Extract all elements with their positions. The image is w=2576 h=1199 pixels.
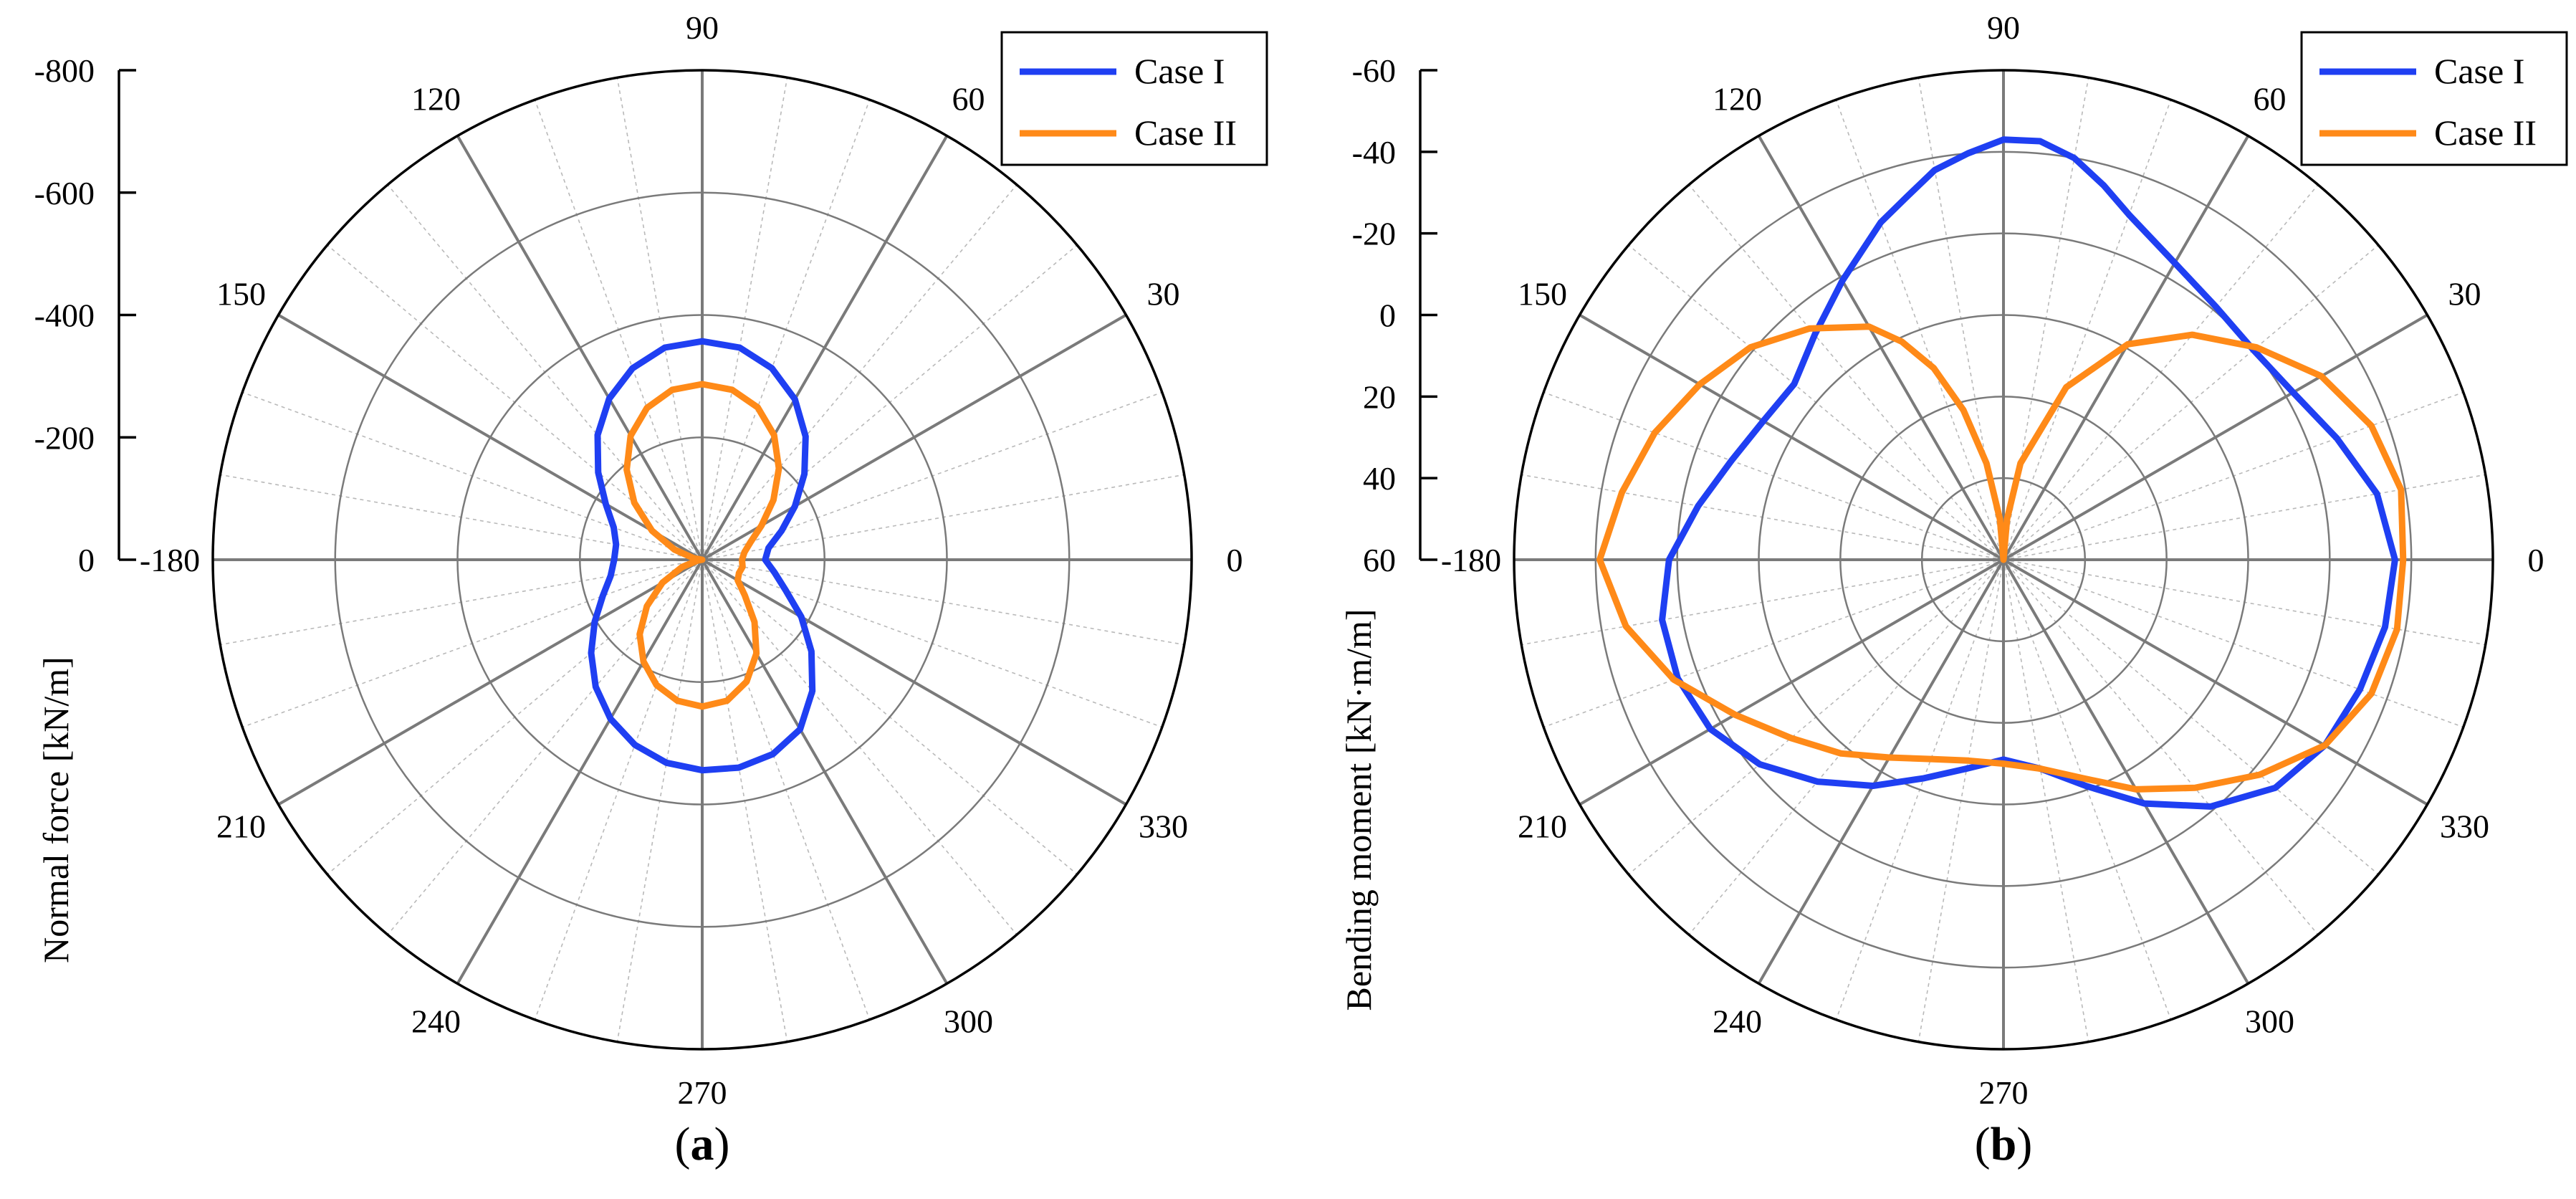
major-angular-gridline	[277, 313, 703, 561]
angle-tick-label: 240	[411, 1003, 461, 1039]
major-angular-gridline	[701, 559, 949, 985]
major-angular-gridline	[702, 313, 1127, 561]
radial-tick-label: -200	[34, 419, 95, 456]
angle-tick-label: 30	[1146, 276, 1179, 312]
radial-tick-label: -400	[34, 297, 95, 334]
major-angular-gridline	[2003, 313, 2428, 561]
panel-label: (a)	[675, 1118, 730, 1170]
legend-box	[2300, 31, 2568, 166]
radial-tick-label: 20	[1363, 378, 1396, 415]
major-angular-gridline	[1757, 559, 2005, 985]
angle-tick-label: 330	[2440, 808, 2489, 845]
major-angular-gridline	[1579, 558, 2004, 806]
angle-tick-label: 270	[1979, 1074, 2029, 1111]
major-angular-gridline	[1757, 135, 2005, 561]
angle-tick-label: 300	[2245, 1003, 2294, 1039]
radial-axis-title: Bending moment [kN·m/m]	[1339, 608, 1379, 1011]
major-angular-gridline	[1579, 313, 2004, 561]
series-line-case-2	[1596, 323, 2407, 793]
radial-tick-label: 0	[78, 542, 95, 578]
angle-tick-label: 60	[2254, 81, 2287, 118]
polar-panel-a: 0 30 60 90 120 150 -180 210 240 270 300 330 -800 -600…	[34, 9, 1268, 1170]
radial-tick-label: 0	[1379, 297, 1396, 334]
angle-tick-label: 30	[2448, 276, 2481, 312]
radial-tick-label: -800	[34, 52, 95, 89]
angle-tick-label: 150	[1518, 276, 1567, 312]
major-angular-gridline	[277, 558, 703, 806]
radial-axis-title: Normal force [kN/m]	[36, 656, 76, 963]
angle-tick-label: 120	[1713, 81, 1762, 118]
legend-box	[1000, 31, 1268, 166]
series-line-case-1	[1659, 136, 2398, 810]
radial-tick-label: -600	[34, 175, 95, 211]
angle-tick-label: -180	[140, 542, 200, 578]
angle-tick-label: 270	[678, 1074, 727, 1111]
series-line-case-2	[623, 381, 782, 710]
major-angular-gridline	[2002, 559, 2250, 985]
major-angular-gridline	[702, 558, 1127, 806]
angle-tick-label: 0	[1227, 542, 1243, 578]
angle-tick-label: 90	[1987, 9, 2020, 46]
panel-label: (b)	[1975, 1118, 2033, 1170]
panel-letter: a	[691, 1118, 714, 1170]
legend-label-case-1: Case I	[2434, 51, 2524, 91]
polar-outer-circle	[211, 69, 1193, 1051]
angle-tick-label: 90	[686, 9, 719, 46]
legend: Case I Case II	[1000, 31, 1268, 166]
angle-tick-label: 150	[216, 276, 266, 312]
angle-tick-label: 330	[1139, 808, 1188, 845]
radial-tick-label: -60	[1352, 52, 1396, 89]
angle-tick-label: -180	[1441, 542, 1501, 578]
legend-label-case-2: Case II	[1134, 113, 1237, 153]
series-line-case-1	[588, 338, 816, 774]
radial-tick-label: -20	[1352, 216, 1396, 252]
radial-tick-label: -40	[1352, 134, 1396, 171]
legend-label-case-1: Case I	[1134, 51, 1225, 91]
angle-tick-label: 210	[216, 808, 266, 845]
angle-tick-label: 210	[1518, 808, 1567, 845]
major-angular-gridline	[2003, 558, 2428, 806]
polar-outer-circle	[1513, 69, 2494, 1051]
angle-tick-label: 120	[411, 81, 461, 118]
angle-tick-label: 300	[944, 1003, 993, 1039]
angle-tick-label: 240	[1713, 1003, 1762, 1039]
major-angular-gridline	[456, 135, 704, 561]
legend-label-case-2: Case II	[2434, 113, 2537, 153]
major-angular-gridline	[701, 135, 949, 561]
legend: Case I Case II	[2300, 31, 2568, 166]
radial-tick-label: 40	[1363, 460, 1396, 497]
angle-tick-label: 0	[2528, 542, 2544, 578]
radial-tick-label: 60	[1363, 542, 1396, 578]
polar-panel-b: 0 30 60 90 120 150 -180 210 240 270 300 330 -60 -40 -2…	[1339, 9, 2568, 1170]
panel-letter: b	[1991, 1118, 2017, 1170]
major-angular-gridline	[456, 559, 704, 985]
angle-tick-label: 60	[952, 81, 985, 118]
